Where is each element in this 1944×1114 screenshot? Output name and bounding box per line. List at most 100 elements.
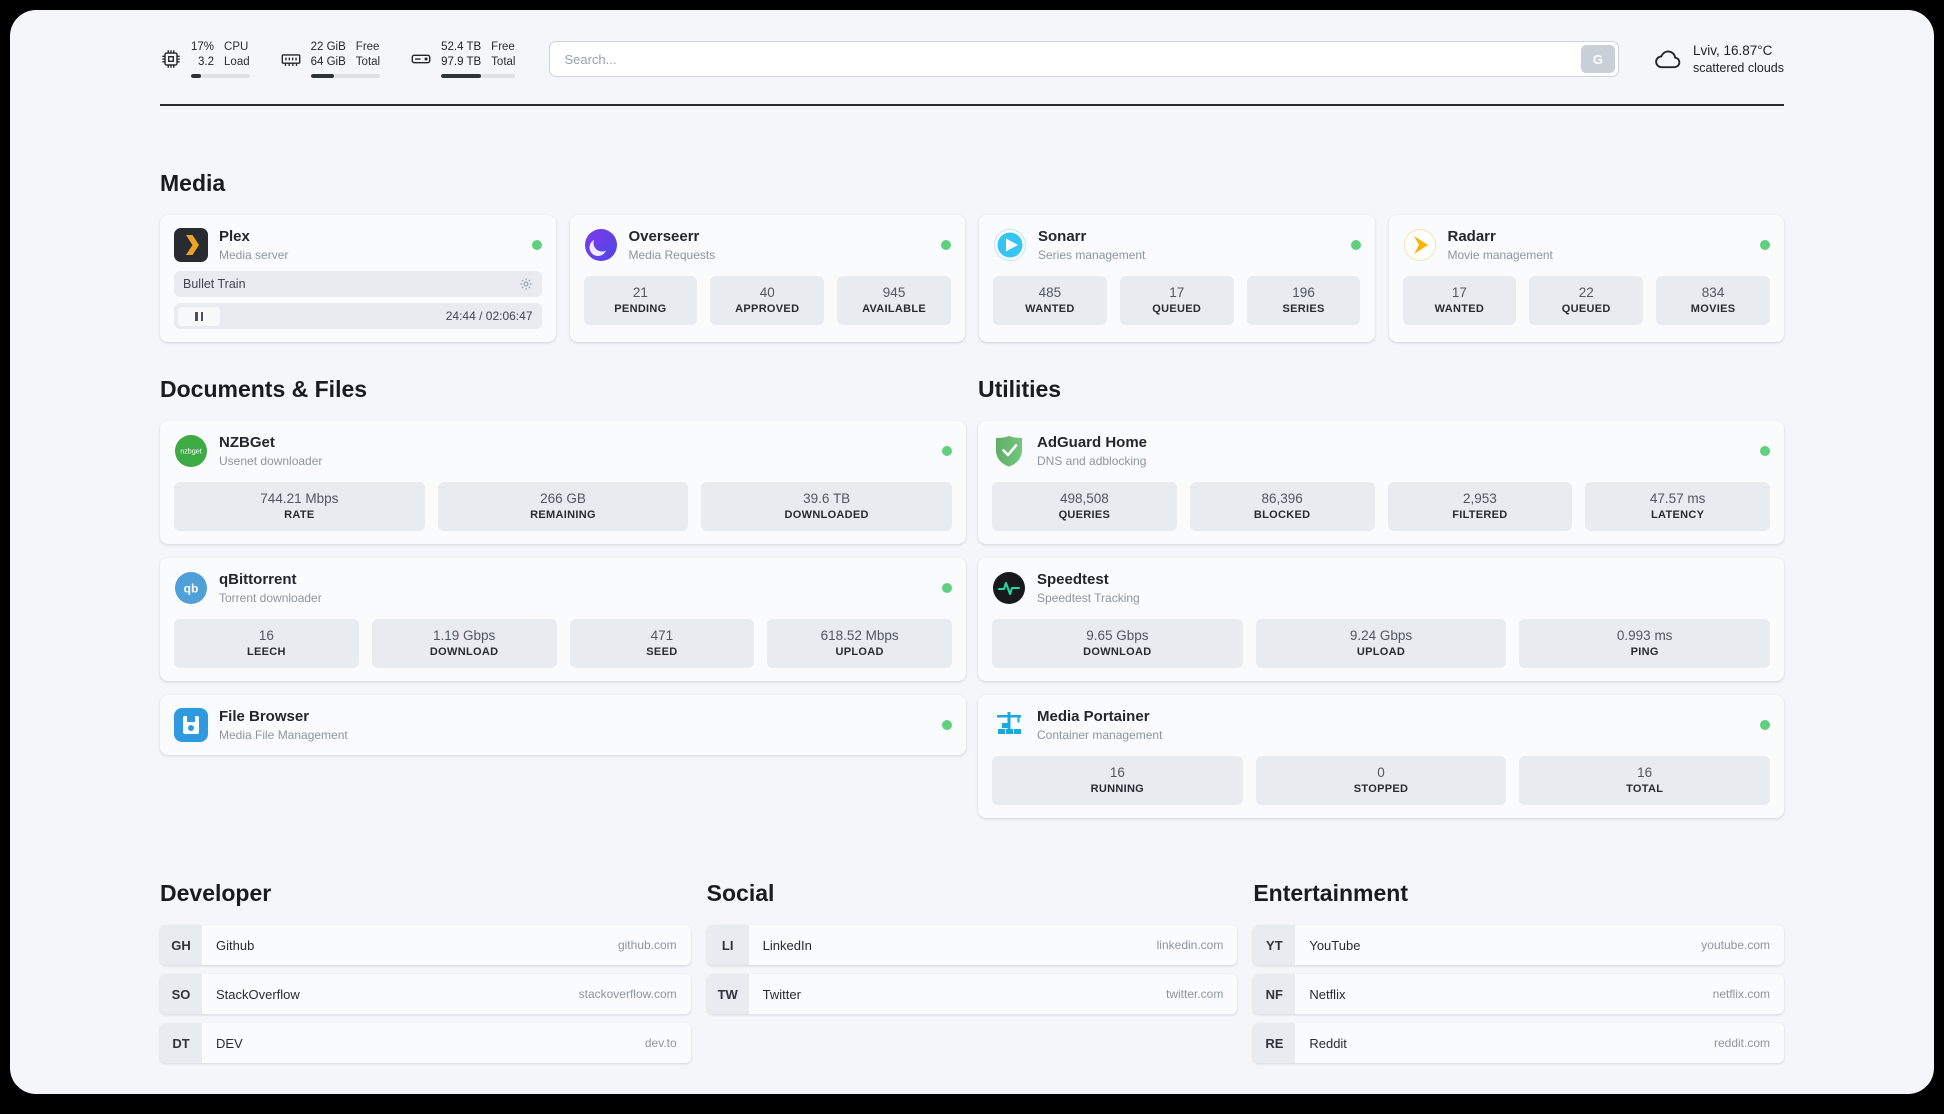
app-card-nzbget[interactable]: nzbget NZBGet Usenet downloader 744.21 M… xyxy=(160,421,966,544)
stat-value: 9.24 Gbps xyxy=(1349,628,1413,643)
bookmark-dev[interactable]: DT DEV dev.to xyxy=(160,1023,691,1063)
app-card-overseerr[interactable]: Overseerr Media Requests 21 PENDING 40 A… xyxy=(569,215,965,342)
status-dot xyxy=(942,720,952,730)
ram-progress-bar xyxy=(310,74,381,78)
bookmark-name: Netflix xyxy=(1309,986,1346,1002)
ram-free-label: Free xyxy=(355,41,380,53)
cpu-icon xyxy=(160,48,182,70)
status-dot xyxy=(531,240,542,250)
stat-total: 16 TOTAL xyxy=(1519,756,1771,805)
app-card-speedtest[interactable]: Speedtest Speedtest Tracking 9.65 Gbps D… xyxy=(978,558,1784,681)
stat-label: DOWNLOAD xyxy=(1083,646,1152,658)
gear-icon[interactable] xyxy=(519,277,533,291)
section-title-social: Social xyxy=(706,880,775,906)
bookmark-linkedin[interactable]: LI LinkedIn linkedin.com xyxy=(706,925,1238,965)
section-title-utilities: Utilities xyxy=(978,376,1062,402)
stat-value: 618.52 Mbps xyxy=(820,628,899,643)
bookmark-abbr: SO xyxy=(160,974,202,1014)
bookmark-youtube[interactable]: YT YouTube youtube.com xyxy=(1253,925,1785,965)
radarr-icon xyxy=(1403,228,1437,262)
status-dot xyxy=(1760,720,1770,730)
pause-button[interactable] xyxy=(178,306,220,326)
stat-label: LATENCY xyxy=(1651,509,1705,521)
stat-label: UPLOAD xyxy=(1356,646,1406,658)
app-card-sonarr[interactable]: Sonarr Series management 485 WANTED 17 Q… xyxy=(979,215,1375,342)
app-subtitle: Usenet downloader xyxy=(219,453,323,468)
now-playing-title: Bullet Train xyxy=(183,277,246,291)
playback-progress-row: 24:44 / 02:06:47 xyxy=(174,303,542,329)
playback-time: 24:44 / 02:06:47 xyxy=(445,309,533,323)
bookmark-reddit[interactable]: RE Reddit reddit.com xyxy=(1253,1023,1785,1063)
search-engine-button[interactable]: G xyxy=(1580,45,1615,73)
cpu-label: CPU xyxy=(224,41,249,53)
stat-stopped: 0 STOPPED xyxy=(1255,756,1507,805)
disk-progress-bar xyxy=(441,74,516,78)
app-subtitle: Container management xyxy=(1037,727,1163,742)
bookmark-url: github.com xyxy=(617,938,677,952)
stat-label: STOPPED xyxy=(1353,783,1409,795)
stat-approved: 40 APPROVED xyxy=(710,276,825,325)
app-meta: Overseerr Media Requests xyxy=(629,228,716,261)
app-card-plex[interactable]: Plex Media server Bullet Train xyxy=(160,215,556,342)
bookmark-url: youtube.com xyxy=(1701,938,1771,952)
app-card-filebrowser[interactable]: File Browser Media File Management xyxy=(160,695,966,755)
app-meta: Speedtest Speedtest Tracking xyxy=(1037,571,1140,604)
stat-label: QUEUED xyxy=(1152,303,1202,315)
bookmark-netflix[interactable]: NF Netflix netflix.com xyxy=(1253,974,1785,1014)
weather-text: Lviv, 16.87°C scattered clouds xyxy=(1693,43,1784,75)
stat-value: 744.21 Mbps xyxy=(260,491,339,506)
stat-label: UPLOAD xyxy=(835,646,884,658)
stat-value: 0 xyxy=(1377,765,1385,780)
bookmark-github[interactable]: GH Github github.com xyxy=(160,925,691,965)
stat-value: 17 xyxy=(1451,285,1467,300)
app-name: qBittorrent xyxy=(219,571,297,589)
bookmark-abbr: NF xyxy=(1253,974,1296,1014)
stat-value: 834 xyxy=(1701,285,1725,300)
app-name: Overseerr xyxy=(628,228,700,246)
stat-value: 945 xyxy=(882,285,906,300)
bookmark-name: Reddit xyxy=(1309,1035,1347,1051)
stat-label: LEECH xyxy=(246,646,286,658)
app-card-qbittorrent[interactable]: qb qBittorrent Torrent downloader 16 LEE… xyxy=(160,558,966,681)
disk-icon xyxy=(410,48,432,70)
app-card-radarr[interactable]: Radarr Movie management 17 WANTED 22 QUE… xyxy=(1388,215,1784,342)
search-input[interactable] xyxy=(549,41,1619,77)
app-subtitle: Media server xyxy=(219,247,289,262)
app-card-portainer[interactable]: Media Portainer Container management 16 … xyxy=(978,695,1784,818)
weather-condition: scattered clouds xyxy=(1692,61,1784,75)
stat-value: 9.65 Gbps xyxy=(1086,628,1149,643)
search-bar: G xyxy=(549,41,1619,77)
bookmark-stackoverflow[interactable]: SO StackOverflow stackoverflow.com xyxy=(160,974,691,1014)
stat-seed: 471 SEED xyxy=(569,619,755,668)
app-name: File Browser xyxy=(219,708,310,726)
stat-queued: 17 QUEUED xyxy=(1119,276,1234,325)
stat-value: 266 GB xyxy=(540,491,586,506)
stat-running: 16 RUNNING xyxy=(992,756,1243,805)
adguard-icon xyxy=(992,434,1026,468)
app-name: Media Portainer xyxy=(1037,708,1150,726)
section-title-media: Media xyxy=(160,170,226,196)
section-title-entertainment: Entertainment xyxy=(1253,880,1408,906)
bookmark-abbr: LI xyxy=(706,925,749,965)
bookmark-twitter[interactable]: TW Twitter twitter.com xyxy=(706,974,1238,1014)
sonarr-icon xyxy=(993,228,1027,262)
plex-icon xyxy=(174,228,208,262)
bookmark-url: twitter.com xyxy=(1165,987,1224,1001)
stat-value: 485 xyxy=(1038,285,1062,300)
cpu-progress-fill xyxy=(191,74,201,78)
app-card-adguard[interactable]: AdGuard Home DNS and adblocking 498,508 … xyxy=(978,421,1784,544)
weather-widget: Lviv, 16.87°C scattered clouds xyxy=(1653,43,1784,75)
overseerr-icon xyxy=(584,228,618,262)
bookmark-name: StackOverflow xyxy=(216,986,300,1002)
stat-blocked: 86,396 BLOCKED xyxy=(1189,482,1375,531)
stat-label: APPROVED xyxy=(735,303,800,315)
stat-label: RUNNING xyxy=(1090,783,1145,795)
stat-label: WANTED xyxy=(1025,303,1075,315)
app-name: NZBGet xyxy=(219,434,275,452)
now-playing-row: Bullet Train xyxy=(174,271,542,297)
app-subtitle: Movie management xyxy=(1447,247,1553,262)
status-dot xyxy=(1760,240,1770,250)
bookmark-abbr: DT xyxy=(160,1023,202,1063)
stat-value: 498,508 xyxy=(1059,491,1109,506)
stat-filtered: 2,953 FILTERED xyxy=(1387,482,1573,531)
